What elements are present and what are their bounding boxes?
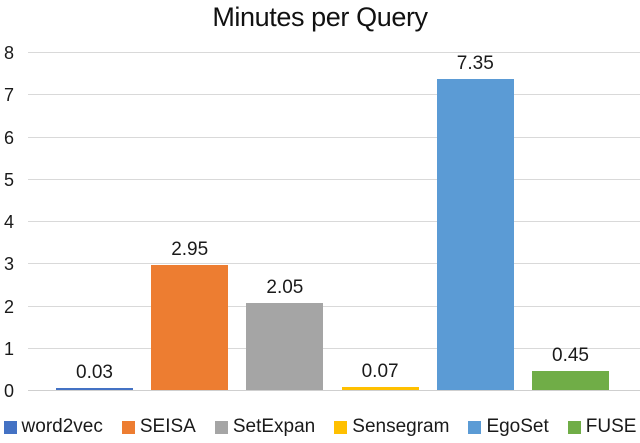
bar-value-label: 2.95	[171, 239, 209, 261]
gridline	[28, 263, 640, 265]
legend-item-SetExpan: SetExpan	[214, 416, 316, 438]
y-tick-label: 7	[3, 85, 14, 106]
y-tick-label: 2	[3, 296, 14, 317]
gridline	[28, 305, 640, 307]
legend-swatch-icon	[468, 420, 482, 434]
bar-FUSE	[532, 371, 609, 390]
legend-label: SetExpan	[232, 416, 316, 437]
y-tick-label: 5	[3, 169, 14, 190]
y-tick-label: 0	[3, 381, 14, 401]
y-tick-label: 3	[3, 254, 14, 275]
legend-swatch-icon	[121, 420, 135, 434]
bar-EgoSet	[436, 79, 514, 390]
gridline	[28, 178, 640, 180]
legend-swatch-icon	[3, 420, 17, 434]
legend: word2vec SEISA SetExpan Sensegram EgoSet FUSE	[0, 416, 640, 438]
bar-value-label: 0.07	[361, 361, 399, 383]
bar-SetExpan	[246, 303, 324, 390]
gridline	[28, 221, 640, 222]
y-tick-label: 1	[3, 338, 14, 359]
bar-value-label: 7.35	[456, 53, 494, 75]
y-tick-label: 4	[3, 212, 14, 232]
chart-title: Minutes per Query	[212, 2, 428, 32]
legend-swatch-icon	[567, 420, 581, 434]
gridline	[28, 94, 640, 96]
y-tick-label: 6	[3, 127, 14, 148]
legend-swatch-icon	[334, 420, 348, 434]
y-tick-label: 8	[3, 43, 14, 63]
bar-Sensegram	[341, 387, 419, 390]
bar-SEISA	[151, 265, 229, 390]
bar-value-label: 2.05	[266, 277, 304, 299]
bar-value-label: 0.45	[552, 345, 589, 366]
legend-label: SEISA	[139, 416, 196, 437]
legend-item-word2vec: word2vec	[3, 416, 103, 438]
gridline	[28, 136, 640, 138]
legend-item-Sensegram: Sensegram	[334, 416, 449, 438]
gridline	[28, 52, 640, 53]
bar-value-label: 0.03	[76, 362, 113, 383]
legend-item-FUSE: FUSE	[567, 416, 637, 438]
plot-area: 0.03 2.95 2.05 0.07 7.35 0.45	[28, 52, 640, 391]
legend-label: EgoSet	[486, 416, 549, 437]
x-axis-line	[28, 390, 640, 391]
legend-label: word2vec	[21, 416, 103, 437]
legend-item-SEISA: SEISA	[121, 416, 196, 438]
bar-word2vec	[56, 388, 133, 390]
legend-swatch-icon	[214, 420, 228, 434]
legend-label: Sensegram	[352, 416, 450, 437]
gridline	[28, 347, 640, 349]
legend-item-EgoSet: EgoSet	[468, 416, 549, 438]
legend-label: FUSE	[585, 416, 637, 437]
